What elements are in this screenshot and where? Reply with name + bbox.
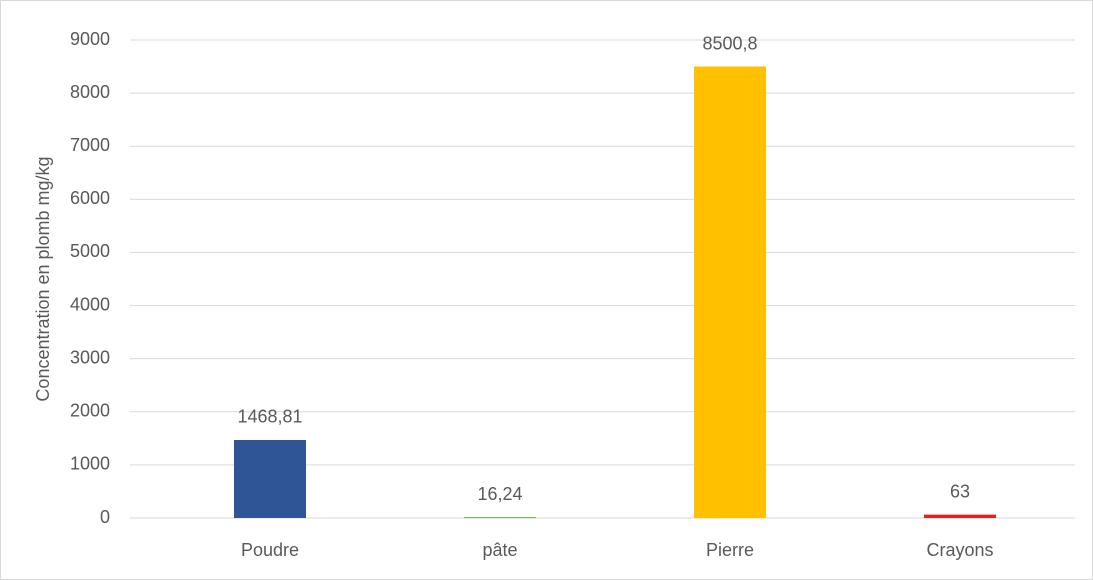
y-tick-label: 2000 — [70, 401, 110, 421]
y-tick-label: 5000 — [70, 241, 110, 261]
y-tick-label: 7000 — [70, 135, 110, 155]
data-label: 63 — [950, 481, 970, 501]
y-tick-label: 6000 — [70, 188, 110, 208]
y-tick-label: 8000 — [70, 82, 110, 102]
bar — [234, 439, 306, 518]
bar — [464, 517, 536, 519]
y-tick-label: 0 — [100, 507, 110, 527]
y-tick-label: 1000 — [70, 454, 110, 474]
y-axis-label: Concentration en plomb mg/kg — [33, 156, 53, 401]
y-tick-label: 3000 — [70, 347, 110, 367]
data-label: 16,24 — [477, 484, 522, 504]
x-tick-label: Crayons — [926, 540, 993, 560]
x-tick-label: Pierre — [706, 540, 754, 560]
bar — [924, 514, 996, 518]
y-tick-label: 4000 — [70, 294, 110, 314]
bar — [694, 66, 766, 519]
data-label: 8500,8 — [702, 33, 757, 53]
data-label: 1468,81 — [237, 407, 302, 427]
x-tick-label: Poudre — [241, 540, 299, 560]
y-tick-label: 9000 — [70, 29, 110, 49]
x-tick-label: pâte — [482, 540, 517, 560]
